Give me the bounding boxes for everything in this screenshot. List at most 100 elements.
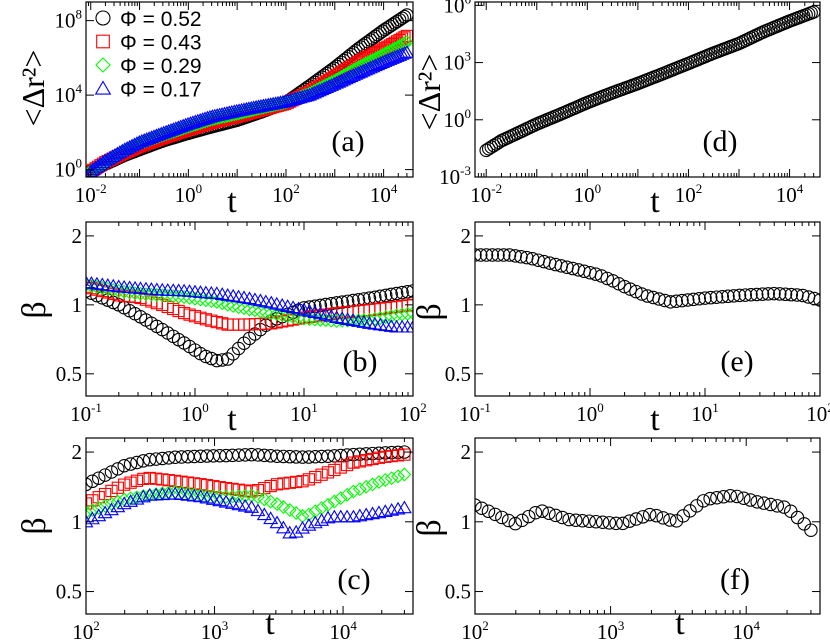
data-point xyxy=(220,297,235,312)
panel-label: (f) xyxy=(720,563,750,596)
data-point xyxy=(360,61,376,75)
y-tick-label: 0.5 xyxy=(445,580,471,604)
data-point xyxy=(117,458,131,473)
data-point xyxy=(384,309,399,324)
data-point xyxy=(321,79,337,92)
data-point xyxy=(307,515,323,529)
data-point xyxy=(104,502,119,516)
data-point xyxy=(169,474,182,488)
y-tick-label: 1 xyxy=(72,293,83,317)
data-point xyxy=(239,484,252,497)
axes-frame-b xyxy=(85,221,414,397)
data-point xyxy=(302,473,316,486)
data-point xyxy=(680,293,695,307)
data-point xyxy=(542,506,556,521)
data-point xyxy=(600,271,614,286)
data-point xyxy=(589,514,603,529)
data-point xyxy=(333,509,349,523)
data-point xyxy=(111,283,126,298)
data-point xyxy=(204,351,219,366)
data-point xyxy=(767,286,781,301)
data-point xyxy=(301,507,316,522)
data-point xyxy=(269,307,284,322)
data-point xyxy=(548,508,563,523)
data-point xyxy=(508,516,523,531)
data-point xyxy=(141,131,157,144)
series-c-3 xyxy=(86,486,412,539)
data-point xyxy=(135,489,151,503)
data-point xyxy=(384,51,400,64)
series-c-1 xyxy=(86,448,411,510)
data-point xyxy=(555,510,570,525)
data-point xyxy=(649,508,664,523)
y-tick-label: 2 xyxy=(72,440,83,464)
data-point xyxy=(244,500,260,513)
data-point xyxy=(86,494,99,507)
data-point xyxy=(270,497,285,511)
panel-b: 10-1 100 101 102 0.5 1 2 t β (b) xyxy=(16,221,427,438)
x-tick-label: 100 xyxy=(574,181,602,207)
data-point xyxy=(391,445,405,460)
data-point xyxy=(629,284,643,299)
data-point xyxy=(276,500,291,514)
data-point xyxy=(86,276,99,289)
data-point xyxy=(231,341,246,356)
data-point xyxy=(394,46,410,60)
y-tick-label: 100 xyxy=(55,156,83,182)
y-tick-label: 10-3 xyxy=(439,163,471,189)
data-point xyxy=(350,65,366,79)
data-point xyxy=(111,462,125,476)
data-point xyxy=(105,484,118,498)
data-point xyxy=(757,496,771,510)
y-axis-label: <Δr²> xyxy=(411,54,447,131)
data-point xyxy=(122,285,137,300)
data-point xyxy=(219,481,233,495)
data-point xyxy=(392,48,408,61)
axes-frame-a xyxy=(85,1,414,178)
legend-label: Φ = 0.52 xyxy=(120,8,202,31)
data-point xyxy=(642,507,657,522)
data-point xyxy=(732,288,747,303)
data-point xyxy=(220,352,235,366)
data-point xyxy=(98,498,113,513)
data-point xyxy=(282,525,298,539)
data-point xyxy=(327,494,342,509)
y-tick-label: 1 xyxy=(461,510,472,534)
data-point xyxy=(98,487,112,501)
legend-label: Φ = 0.17 xyxy=(120,79,202,102)
data-point xyxy=(595,515,610,529)
data-point xyxy=(763,497,778,512)
data-point xyxy=(92,157,108,170)
x-axis-label: t xyxy=(265,605,275,642)
data-point xyxy=(144,130,160,144)
x-tick-label: 102 xyxy=(806,400,830,426)
data-point xyxy=(258,305,273,320)
data-point xyxy=(738,288,752,302)
panel-label: (a) xyxy=(331,125,364,158)
data-point xyxy=(225,489,240,504)
data-point xyxy=(116,496,132,510)
data-point xyxy=(365,477,380,492)
x-tick-label: 102 xyxy=(399,400,427,426)
data-point xyxy=(362,60,378,74)
data-point xyxy=(213,481,226,494)
data-point xyxy=(237,336,251,350)
data-point xyxy=(299,88,315,102)
data-point xyxy=(212,493,228,507)
data-point xyxy=(158,124,174,138)
data-point xyxy=(138,287,153,302)
data-point xyxy=(617,279,632,294)
data-point xyxy=(391,469,406,484)
data-point xyxy=(770,499,785,513)
data-point xyxy=(379,450,392,463)
data-point xyxy=(315,468,328,481)
data-point xyxy=(352,482,367,497)
x-tick-label: 102 xyxy=(272,181,300,207)
data-point xyxy=(117,284,132,299)
y-tick-label: 2 xyxy=(461,440,472,464)
axes-frame-f xyxy=(474,437,821,615)
data-point xyxy=(127,137,142,151)
data-point xyxy=(231,300,246,315)
data-point xyxy=(692,292,706,306)
